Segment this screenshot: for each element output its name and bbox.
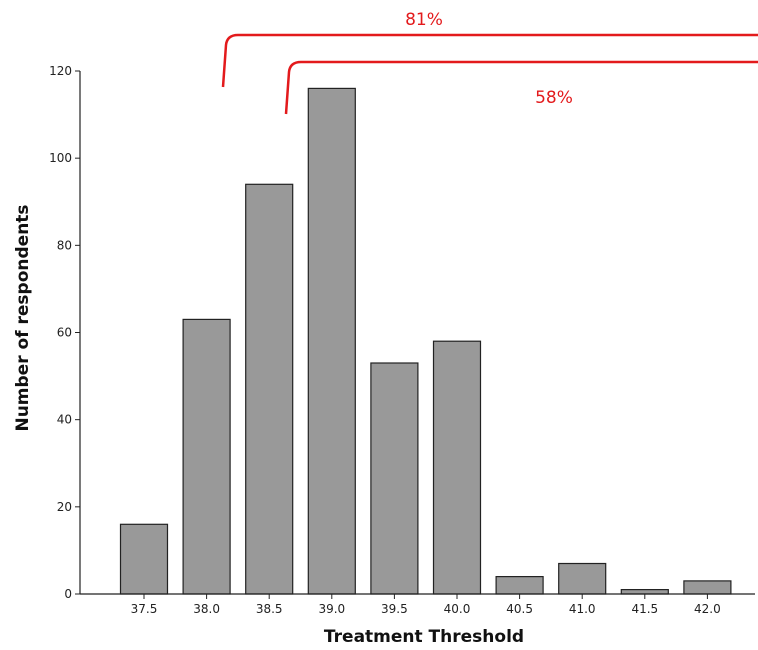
bracket-2 [284,60,758,115]
x-tick-label-37.5: 37.5 [131,602,158,616]
axes-layer: 0 20 40 60 80 100 120 37.5 38.0 38.5 39.0 39.5 40.0 4… [49,64,755,616]
bar-41.0 [558,562,607,595]
bars-layer [119,87,732,595]
bar-38.5 [245,183,294,595]
x-tick-label-41.0: 41.0 [569,602,596,616]
bar-40.0 [432,340,482,595]
x-tick-label-38.0: 38.0 [193,602,220,616]
x-tick-label-40.5: 40.5 [506,602,533,616]
x-tick-label-42.0: 42.0 [694,602,721,616]
y-tick-label-20: 20 [57,500,72,514]
bracket-label-2: 58% [535,88,573,108]
x-tick-label-39.5: 39.5 [381,602,408,616]
bracket-1 [221,33,758,88]
bar-41.5 [620,588,669,595]
bar-39.0 [307,87,356,595]
bracket-label-1: 81% [405,10,443,30]
x-tick-label-39.0: 39.0 [318,602,345,616]
bar-39.5 [370,362,419,595]
y-tick-label-80: 80 [57,238,72,252]
y-tick-label-0: 0 [64,587,72,601]
x-axis-title: Treatment Threshold [324,627,524,647]
y-tick-label-60: 60 [57,326,72,340]
y-tick-label-120: 120 [49,64,72,78]
y-tick-label-40: 40 [57,413,72,427]
y-tick-label-100: 100 [49,151,72,165]
annotations-layer: 81% 58% [221,10,758,115]
y-axis-title: Number of respondents [13,204,33,431]
x-tick-label-40.0: 40.0 [444,602,471,616]
x-tick-label-38.5: 38.5 [256,602,283,616]
bar-38.0 [182,318,231,595]
x-tick-label-41.5: 41.5 [631,602,658,616]
bar-37.5 [119,523,169,595]
bar-42.0 [683,580,732,595]
bar-40.5 [495,575,544,595]
